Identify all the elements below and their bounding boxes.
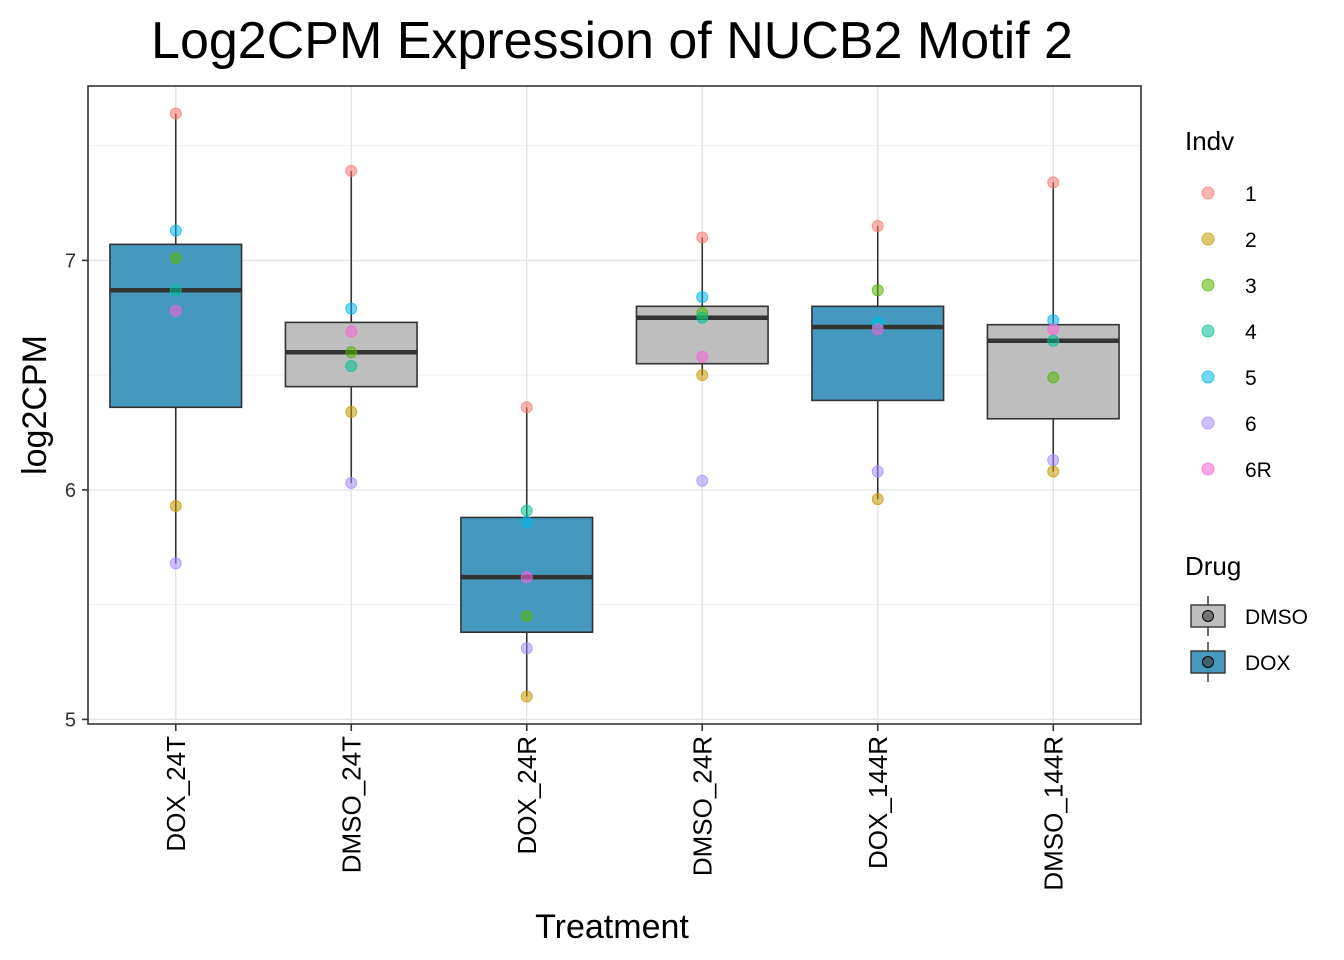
legend-indv-label: 1	[1245, 183, 1257, 206]
data-point	[871, 284, 884, 297]
data-point	[169, 284, 182, 297]
data-point	[696, 474, 709, 487]
data-point	[1047, 334, 1060, 347]
box-DOX_24T	[109, 113, 243, 564]
data-point	[169, 224, 182, 237]
legend-drug-label: DOX	[1245, 652, 1291, 675]
data-point	[520, 642, 533, 655]
data-point	[1047, 323, 1060, 336]
data-point	[696, 231, 709, 244]
legend-indv-items: 1 2 3 4 5 6 6R	[1201, 183, 1272, 482]
legend-indv-swatch	[1201, 278, 1215, 292]
data-point	[871, 219, 884, 232]
legend-indv-swatch	[1201, 186, 1215, 200]
data-point	[520, 516, 533, 529]
x-tick-label: DOX_24T	[161, 736, 191, 852]
legend-title-indv: Indv	[1185, 126, 1234, 156]
data-point	[520, 401, 533, 414]
legend-drug-point	[1202, 656, 1214, 668]
data-point	[169, 499, 182, 512]
points	[169, 107, 1060, 703]
legend-drug-point	[1202, 610, 1214, 622]
legend-indv-swatch	[1201, 232, 1215, 246]
data-point	[520, 610, 533, 623]
data-point	[520, 571, 533, 584]
data-point	[696, 350, 709, 363]
legend-indv-label: 6	[1245, 413, 1257, 436]
data-point	[345, 164, 358, 177]
data-point	[696, 291, 709, 304]
data-point	[169, 107, 182, 120]
x-axis: DOX_24T DMSO_24T DOX_24R DMSO_24R DOX_144R DM…	[161, 724, 1068, 891]
data-point	[1047, 176, 1060, 189]
legend-title-drug: Drug	[1185, 551, 1241, 581]
y-axis-title: log2CPM	[16, 335, 54, 475]
data-point	[871, 465, 884, 478]
data-point	[169, 304, 182, 317]
x-axis-title: Treatment	[535, 908, 689, 946]
legend-indv-swatch	[1201, 416, 1215, 430]
x-tick-label: DOX_144R	[863, 736, 893, 869]
data-point	[345, 325, 358, 338]
y-axis: 5 6 7	[65, 250, 88, 731]
data-point	[696, 369, 709, 382]
data-point	[696, 311, 709, 324]
legend-drug-label: DMSO	[1245, 606, 1308, 629]
y-tick-label: 7	[65, 250, 76, 272]
plot-panel	[88, 86, 1141, 724]
data-point	[520, 690, 533, 703]
x-tick-label: DOX_24R	[512, 736, 542, 855]
data-point	[1047, 465, 1060, 478]
y-tick-label: 5	[65, 709, 76, 731]
legend: Indv 1 2 3 4 5 6 6R Drug DMSO DOX	[1185, 126, 1308, 682]
data-point	[169, 557, 182, 570]
x-tick-label: DMSO_24R	[687, 736, 717, 876]
legend-indv-label: 5	[1245, 367, 1257, 390]
legend-indv-label: 3	[1245, 275, 1257, 298]
x-tick-label: DMSO_144R	[1038, 736, 1068, 891]
legend-indv-swatch	[1201, 370, 1215, 384]
data-point	[345, 346, 358, 359]
data-point	[1047, 454, 1060, 467]
legend-indv-label: 4	[1245, 321, 1257, 344]
data-point	[345, 405, 358, 418]
chart-title: Log2CPM Expression of NUCB2 Motif 2	[151, 12, 1073, 70]
legend-indv-swatch	[1201, 462, 1215, 476]
legend-drug-items: DMSO DOX	[1190, 596, 1308, 682]
y-tick-label: 6	[65, 480, 76, 502]
legend-indv-label: 2	[1245, 229, 1257, 252]
data-point	[520, 504, 533, 517]
data-point	[345, 359, 358, 372]
data-point	[871, 493, 884, 506]
x-tick-label: DMSO_24T	[336, 736, 366, 873]
panel-border	[87, 85, 1142, 725]
data-point	[169, 252, 182, 265]
data-point	[871, 323, 884, 336]
data-point	[345, 302, 358, 315]
legend-indv-swatch	[1201, 324, 1215, 338]
data-point	[1047, 371, 1060, 384]
data-point	[345, 477, 358, 490]
legend-indv-label: 6R	[1245, 459, 1272, 482]
box-iqr	[109, 243, 243, 409]
